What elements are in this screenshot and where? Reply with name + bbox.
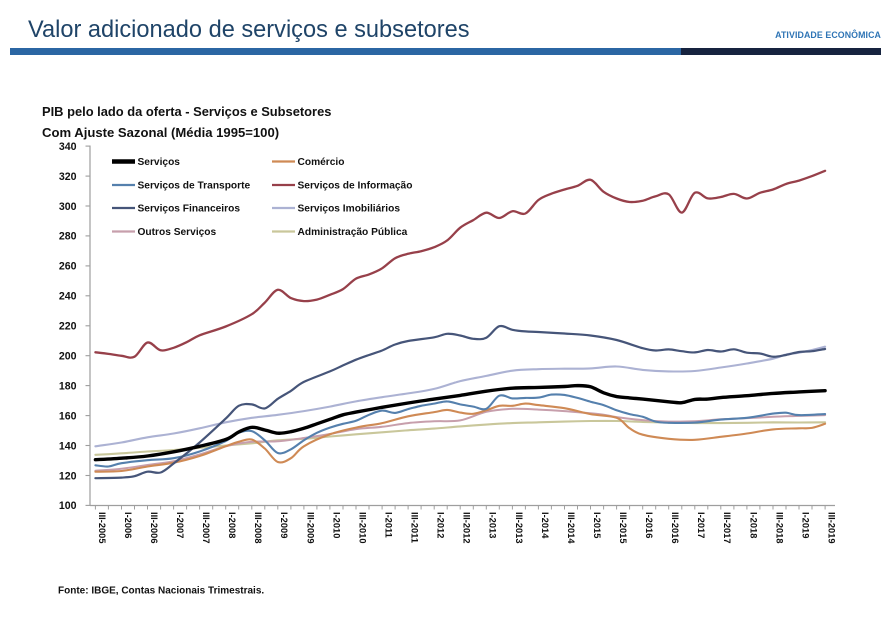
svg-text:III-2013: III-2013	[514, 512, 524, 544]
svg-text:280: 280	[59, 231, 77, 243]
svg-text:180: 180	[59, 380, 77, 392]
svg-text:220: 220	[59, 321, 77, 333]
svg-text:Com Ajuste Sazonal (Média 1995: Com Ajuste Sazonal (Média 1995=100)	[42, 125, 279, 140]
svg-text:I-2015: I-2015	[592, 512, 602, 538]
svg-text:I-2016: I-2016	[644, 512, 654, 538]
svg-text:100: 100	[59, 500, 77, 512]
svg-text:III-2012: III-2012	[462, 512, 472, 544]
svg-text:III-2019: III-2019	[827, 512, 837, 544]
svg-text:120: 120	[59, 470, 77, 482]
svg-text:I-2010: I-2010	[331, 512, 341, 538]
svg-text:160: 160	[59, 410, 77, 422]
svg-text:300: 300	[59, 201, 77, 213]
svg-text:Outros Serviços: Outros Serviços	[138, 227, 217, 238]
svg-text:III-2014: III-2014	[566, 512, 576, 544]
svg-text:Fonte: IBGE, Contas Nacionais: Fonte: IBGE, Contas Nacionais Trimestrai…	[58, 586, 264, 597]
svg-text:Comércio: Comércio	[298, 157, 345, 168]
svg-text:I-2019: I-2019	[800, 512, 810, 538]
svg-text:I-2009: I-2009	[279, 512, 289, 538]
svg-text:I-2012: I-2012	[436, 512, 446, 538]
svg-text:III-2005: III-2005	[97, 512, 107, 544]
svg-text:I-2006: I-2006	[123, 512, 133, 538]
svg-text:340: 340	[59, 141, 77, 153]
svg-text:I-2017: I-2017	[696, 512, 706, 538]
svg-text:200: 200	[59, 351, 77, 363]
svg-text:240: 240	[59, 291, 77, 303]
svg-text:Serviços de Transporte: Serviços de Transporte	[138, 181, 251, 192]
svg-text:320: 320	[59, 171, 77, 183]
svg-text:III-2006: III-2006	[149, 512, 159, 544]
svg-text:I-2018: I-2018	[748, 512, 758, 538]
svg-text:I-2013: I-2013	[488, 512, 498, 538]
svg-text:I-2008: I-2008	[227, 512, 237, 538]
svg-text:Serviços Imobiliários: Serviços Imobiliários	[298, 204, 401, 215]
svg-text:III-2008: III-2008	[253, 512, 263, 544]
svg-text:III-2016: III-2016	[670, 512, 680, 544]
svg-text:III-2015: III-2015	[618, 512, 628, 544]
svg-text:Serviços Financeiros: Serviços Financeiros	[138, 204, 241, 215]
svg-text:I-2011: I-2011	[384, 512, 394, 538]
svg-text:Serviços: Serviços	[138, 157, 181, 168]
svg-text:PIB pelo lado da oferta - Serv: PIB pelo lado da oferta - Serviços e Sub…	[42, 104, 331, 119]
svg-text:I-2014: I-2014	[540, 512, 550, 539]
svg-text:III-2018: III-2018	[774, 512, 784, 544]
svg-text:I-2007: I-2007	[175, 512, 185, 538]
svg-text:III-2009: III-2009	[305, 512, 315, 544]
svg-text:III-2007: III-2007	[201, 512, 211, 544]
svg-text:260: 260	[59, 261, 77, 273]
svg-text:140: 140	[59, 440, 77, 452]
svg-text:III-2010: III-2010	[357, 512, 367, 544]
svg-text:Serviços de Informação: Serviços de Informação	[298, 181, 413, 192]
svg-text:III-2011: III-2011	[410, 512, 420, 543]
svg-text:Administração Pública: Administração Pública	[298, 227, 408, 238]
svg-text:III-2017: III-2017	[722, 512, 732, 544]
